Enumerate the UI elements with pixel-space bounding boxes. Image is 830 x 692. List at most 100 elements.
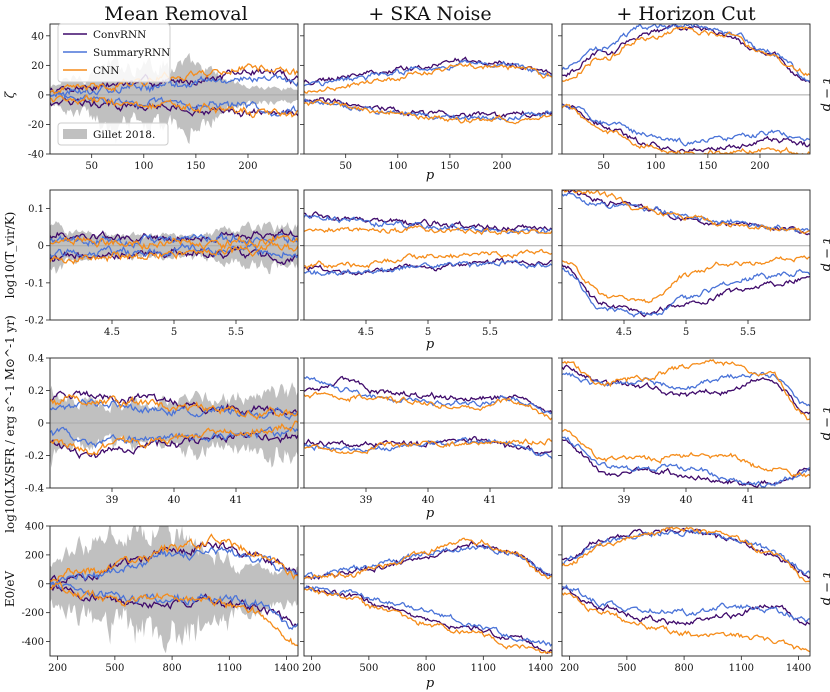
series-convrnn-lower (304, 97, 552, 119)
panel-frame (49, 525, 299, 657)
panel-r4-c2: 200 500 800 1100 1400 (300, 525, 553, 674)
gillet-band (50, 382, 298, 468)
series-cnn-upper (304, 62, 552, 94)
panel-r3-c1: 39 40 41 0.4 0.2 0 -0.2 -0.4 (25, 354, 299, 506)
y-tick-label: -40 (28, 150, 44, 161)
column-titles: Mean Removal + SKA Noise + Horizon Cut (104, 3, 756, 25)
y-label-lx-sfr: log10(LX/SFR / erg s^-1 M⊙^-1 yr) (3, 315, 17, 533)
panel-plot-area (304, 375, 552, 460)
panel-plot-area (562, 526, 810, 653)
panel-frame (303, 23, 553, 155)
series-cnn-lower (562, 428, 810, 478)
x-tick-label: 200 (302, 663, 321, 674)
y-tick-label: 20 (31, 61, 44, 72)
series-cnn-upper (50, 533, 298, 583)
y-tick-label: 200 (25, 550, 44, 561)
panel-r4-c1: 200 500 800 1100 1400 400 200 0 -200 -400 (22, 522, 300, 675)
column-title-horizon-cut: + Horizon Cut (616, 3, 756, 25)
x-label-row-2: p (426, 337, 435, 352)
y-tick-label: -0.4 (25, 484, 44, 495)
x-tick-label: 40 (680, 495, 693, 506)
right-label-row-2: t − p (819, 239, 830, 272)
column-title-mean-removal: Mean Removal (104, 3, 247, 25)
legend: ConvRNN SummaryRNN CNN Gillet 2018. (57, 23, 171, 146)
right-labels: t − p t − p t − p t − p (819, 79, 830, 606)
series-summaryrnn-upper (562, 24, 810, 82)
series-cnn-lower (562, 592, 810, 653)
row-y-labels: ζ log10(T_vir/K) log10(LX/SFR / erg s^-1… (3, 90, 17, 607)
y-tick-label: 0 (38, 241, 44, 252)
x-tick-label: 500 (617, 663, 636, 674)
x-label-row-3: p (426, 506, 435, 521)
series-convrnn-lower (562, 439, 810, 488)
x-tick-label: 150 (440, 161, 459, 172)
y-tick-label: 0.1 (28, 204, 44, 215)
legend-swatch-gillet (63, 129, 87, 139)
x-tick-label: 100 (646, 161, 665, 172)
series-summaryrnn-upper (562, 529, 810, 576)
series-convrnn-lower (50, 431, 298, 460)
x-tick-label: 50 (339, 161, 352, 172)
series-cnn-upper (562, 26, 810, 82)
x-tick-label: 1100 (217, 663, 242, 674)
series-convrnn-lower (562, 264, 810, 318)
panel-plot-area (50, 221, 298, 275)
series-summaryrnn-upper (562, 371, 810, 407)
series-convrnn-lower (562, 586, 810, 626)
panel-frame (561, 525, 811, 657)
x-tick-label: 800 (163, 663, 182, 674)
y-tick-label: -0.1 (25, 278, 44, 289)
series-convrnn-upper (50, 390, 298, 416)
series-summaryrnn-lower (304, 584, 552, 647)
right-label-row-4: t − p (819, 573, 830, 606)
x-labels: p p p p (426, 168, 435, 691)
x-tick-label: 100 (388, 161, 407, 172)
panel-plot-area (562, 190, 810, 318)
series-summaryrnn-lower (304, 259, 552, 277)
x-tick-label: 150 (186, 161, 205, 172)
series-cnn-lower (50, 581, 298, 647)
y-tick-label: -0.2 (25, 316, 44, 327)
series-cnn-upper (50, 234, 298, 251)
series-convrnn-upper (562, 526, 810, 579)
x-tick-label: 200 (48, 663, 67, 674)
series-cnn-lower (50, 420, 298, 456)
series-summaryrnn-lower (562, 584, 810, 623)
y-tick-label: -20 (28, 120, 44, 131)
x-tick-label: 4.5 (358, 327, 374, 338)
series-convrnn-upper (304, 56, 552, 86)
x-tick-label: 800 (675, 663, 694, 674)
y-tick-label: 0 (38, 90, 44, 101)
right-label-row-3: t − p (819, 408, 830, 441)
x-tick-label: 200 (492, 161, 511, 172)
panel-r3-c2: 39 40 41 (300, 357, 553, 506)
series-cnn-upper (562, 190, 810, 235)
right-label-row-1: t − p (819, 79, 830, 112)
series-cnn-lower (304, 438, 552, 455)
y-tick-label: 0.2 (28, 386, 44, 397)
x-tick-label: 4.5 (616, 327, 632, 338)
x-tick-label: 41 (484, 495, 497, 506)
gillet-band (50, 526, 298, 654)
series-cnn-lower (50, 240, 298, 265)
legend-box-gillet (57, 122, 169, 146)
panel-plot-area (304, 56, 552, 125)
x-tick-label: 41 (742, 495, 755, 506)
y-tick-label: -0.2 (25, 451, 44, 462)
x-tick-label: 50 (85, 161, 98, 172)
panel-plot-area (304, 537, 552, 655)
x-tick-label: 5 (683, 327, 689, 338)
x-tick-label: 200 (750, 161, 769, 172)
legend-label-cnn: CNN (93, 65, 119, 77)
x-tick-label: 39 (360, 495, 373, 506)
series-summaryrnn-lower (304, 98, 552, 122)
panel-r4-c3: 200 500 800 1100 1400 (558, 525, 811, 674)
series-convrnn-upper (562, 364, 810, 415)
series-convrnn-lower (304, 585, 552, 654)
series-summaryrnn-upper (50, 546, 298, 588)
x-tick-label: 1100 (471, 663, 496, 674)
series-summaryrnn-lower (562, 436, 810, 488)
series-cnn-upper (304, 225, 552, 236)
x-tick-label: 39 (618, 495, 631, 506)
